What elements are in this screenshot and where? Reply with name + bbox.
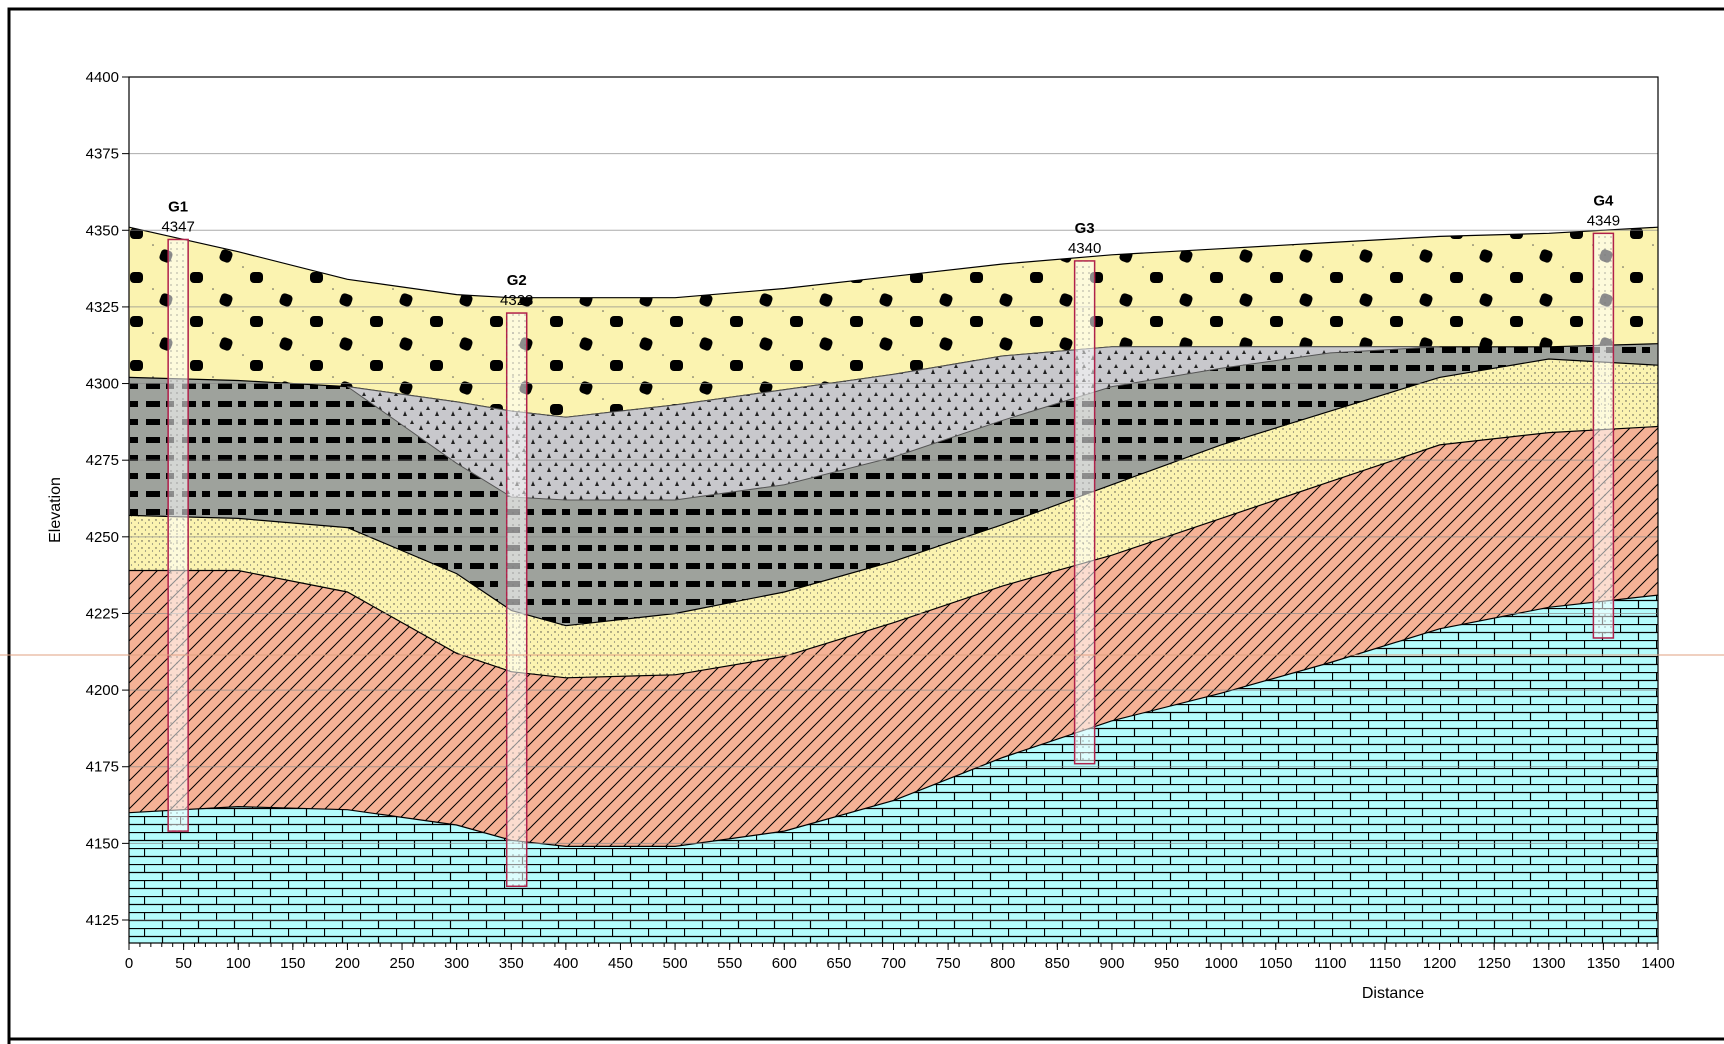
x-tick-label: 1400 [1641,955,1674,972]
lens-pattern [347,346,1440,501]
borehole-elevation: 4340 [1068,240,1101,257]
x-tick-label: 450 [608,955,633,972]
borehole-pattern [1074,260,1095,764]
x-tick-label: 1300 [1532,955,1565,972]
x-tick-label: 250 [390,955,415,972]
borehole-elevation: 4349 [1587,212,1620,229]
y-tick-label: 4150 [86,835,119,852]
frame [7,7,1724,1044]
borehole-name: G1 [168,198,188,215]
x-tick-label: 950 [1154,955,1179,972]
x-tick-label: 1350 [1587,955,1620,972]
x-tick-label: 200 [335,955,360,972]
y-tick-label: 4225 [86,605,119,622]
x-tick-label: 600 [772,955,797,972]
x-tick-label: 550 [717,955,742,972]
borehole-name: G2 [507,272,527,289]
borehole-pattern [1593,233,1614,638]
x-tick-label: 500 [663,955,688,972]
x-tick-label: 750 [936,955,961,972]
x-tick-label: 1150 [1369,955,1401,972]
borehole-name: G3 [1075,220,1095,237]
x-tick-label: 0 [125,955,133,972]
x-tick-label: 850 [1045,955,1070,972]
y-tick-label: 4375 [86,146,119,163]
y-axis-label: Elevation [47,477,64,543]
borehole-pattern [168,239,189,832]
x-tick-label: 1050 [1259,955,1292,972]
y-tick-label: 4200 [86,682,119,699]
x-tick-label: 900 [1099,955,1124,972]
layer-boundary [129,425,1659,679]
x-tick-label: 50 [175,955,192,972]
y-tick-label: 4300 [86,376,119,393]
layer-boundary [128,358,1659,627]
x-tick-label: 1000 [1204,955,1237,972]
x-tick-label: 100 [226,955,251,972]
x-tick-label: 1250 [1477,955,1510,972]
layer-boundary [128,226,1659,299]
y-tick-label: 4175 [86,759,119,776]
x-tick-label: 300 [444,955,469,972]
x-tick-label: 1100 [1314,955,1346,972]
x-tick-label: 350 [499,955,524,972]
x-tick-label: 700 [881,955,906,972]
plot-border [128,76,1659,944]
y-tick-label: 4350 [86,222,119,239]
y-tick-label: 4125 [86,912,119,929]
x-tick-label: 1200 [1423,955,1456,972]
x-tick-label: 650 [826,955,851,972]
y-tick-label: 4400 [86,69,119,86]
y-tick-label: 4325 [86,299,119,316]
x-tick-label: 150 [280,955,305,972]
y-tick-label: 4250 [86,529,119,546]
layer-boundary [128,594,1659,847]
borehole-elevation: 4347 [161,218,194,235]
x-tick-label: 400 [553,955,578,972]
x-axis-label: Distance [1362,985,1424,1002]
borehole-elevation: 4323 [500,292,533,309]
borehole-name: G4 [1593,192,1614,209]
borehole-pattern [506,313,527,887]
y-tick-label: 4275 [86,452,119,469]
x-tick-label: 800 [990,955,1015,972]
